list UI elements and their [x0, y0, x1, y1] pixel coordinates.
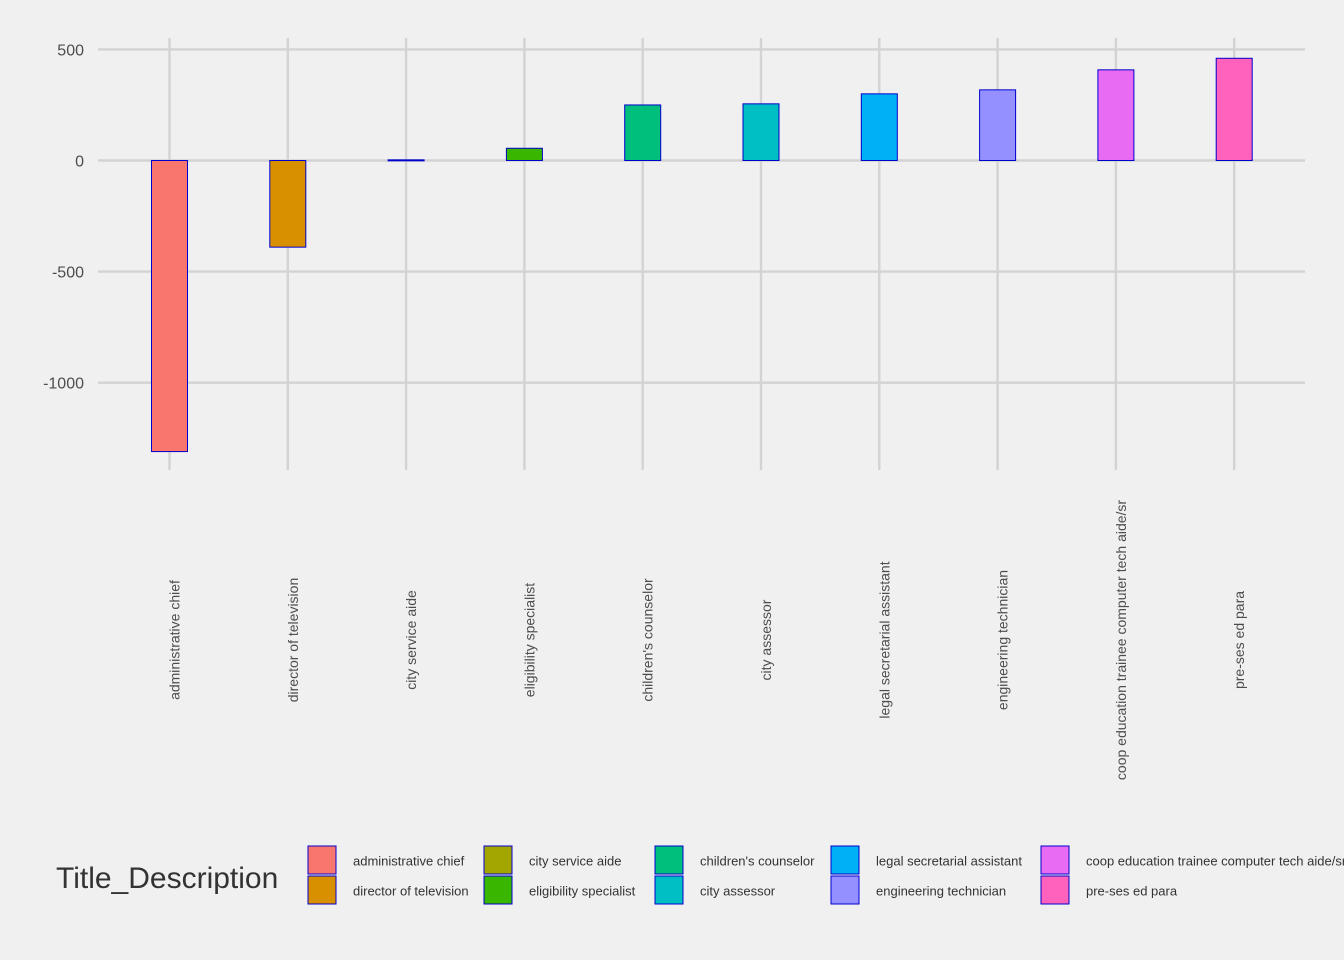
x-tick-label: pre-ses ed para	[1231, 591, 1247, 689]
y-tick-label: -500	[52, 265, 84, 282]
legend-label: director of television	[353, 884, 469, 899]
bar	[742, 103, 780, 161]
x-axis-labels: administrative chief director of televisi…	[167, 500, 1248, 781]
bar	[624, 104, 662, 161]
legend-label: city service aide	[529, 854, 621, 869]
bar	[1215, 57, 1253, 161]
x-tick-label: eligibility specialist	[521, 583, 537, 697]
bar	[505, 147, 543, 162]
x-tick-label: city assessor	[758, 599, 774, 680]
legend: Title_Description administrative chief di…	[56, 845, 1344, 905]
legend-key	[307, 875, 337, 905]
x-tick-label: legal secretarial assistant	[876, 561, 892, 718]
bar	[269, 160, 307, 248]
legend-key	[654, 875, 684, 905]
bar	[1097, 69, 1135, 161]
bars	[151, 57, 1253, 453]
legend-key	[1040, 845, 1070, 875]
legend-title: Title_Description	[56, 862, 278, 895]
x-tick-label: city service aide	[403, 590, 419, 690]
legend-label: engineering technician	[876, 884, 1006, 899]
legend-key	[483, 875, 513, 905]
x-tick-label: engineering technician	[995, 570, 1011, 710]
legend-label: city assessor	[700, 884, 776, 899]
y-tick-label: -1000	[43, 376, 84, 393]
legend-label: eligibility specialist	[529, 884, 636, 899]
legend-key	[830, 845, 860, 875]
legend-key	[307, 845, 337, 875]
y-tick-label: 500	[57, 42, 84, 59]
y-axis-ticks: 500 0 -500 -1000	[43, 42, 84, 392]
legend-label: coop education trainee computer tech aid…	[1086, 854, 1344, 869]
legend-key	[483, 845, 513, 875]
x-tick-label: coop education trainee computer tech aid…	[1113, 500, 1129, 781]
legend-label: administrative chief	[353, 854, 465, 869]
bar	[387, 159, 425, 162]
y-tick-label: 0	[75, 154, 84, 171]
bar	[979, 89, 1017, 161]
legend-label: pre-ses ed para	[1086, 884, 1178, 899]
legend-label: children's counselor	[700, 854, 815, 869]
bar	[860, 93, 898, 161]
x-tick-label: director of television	[285, 578, 301, 703]
legend-label: legal secretarial assistant	[876, 854, 1022, 869]
bar	[151, 160, 188, 453]
legend-key	[654, 845, 684, 875]
legend-key	[830, 875, 860, 905]
legend-key	[1040, 875, 1070, 905]
x-tick-label: children's counselor	[640, 578, 656, 702]
x-tick-label: administrative chief	[167, 580, 183, 700]
